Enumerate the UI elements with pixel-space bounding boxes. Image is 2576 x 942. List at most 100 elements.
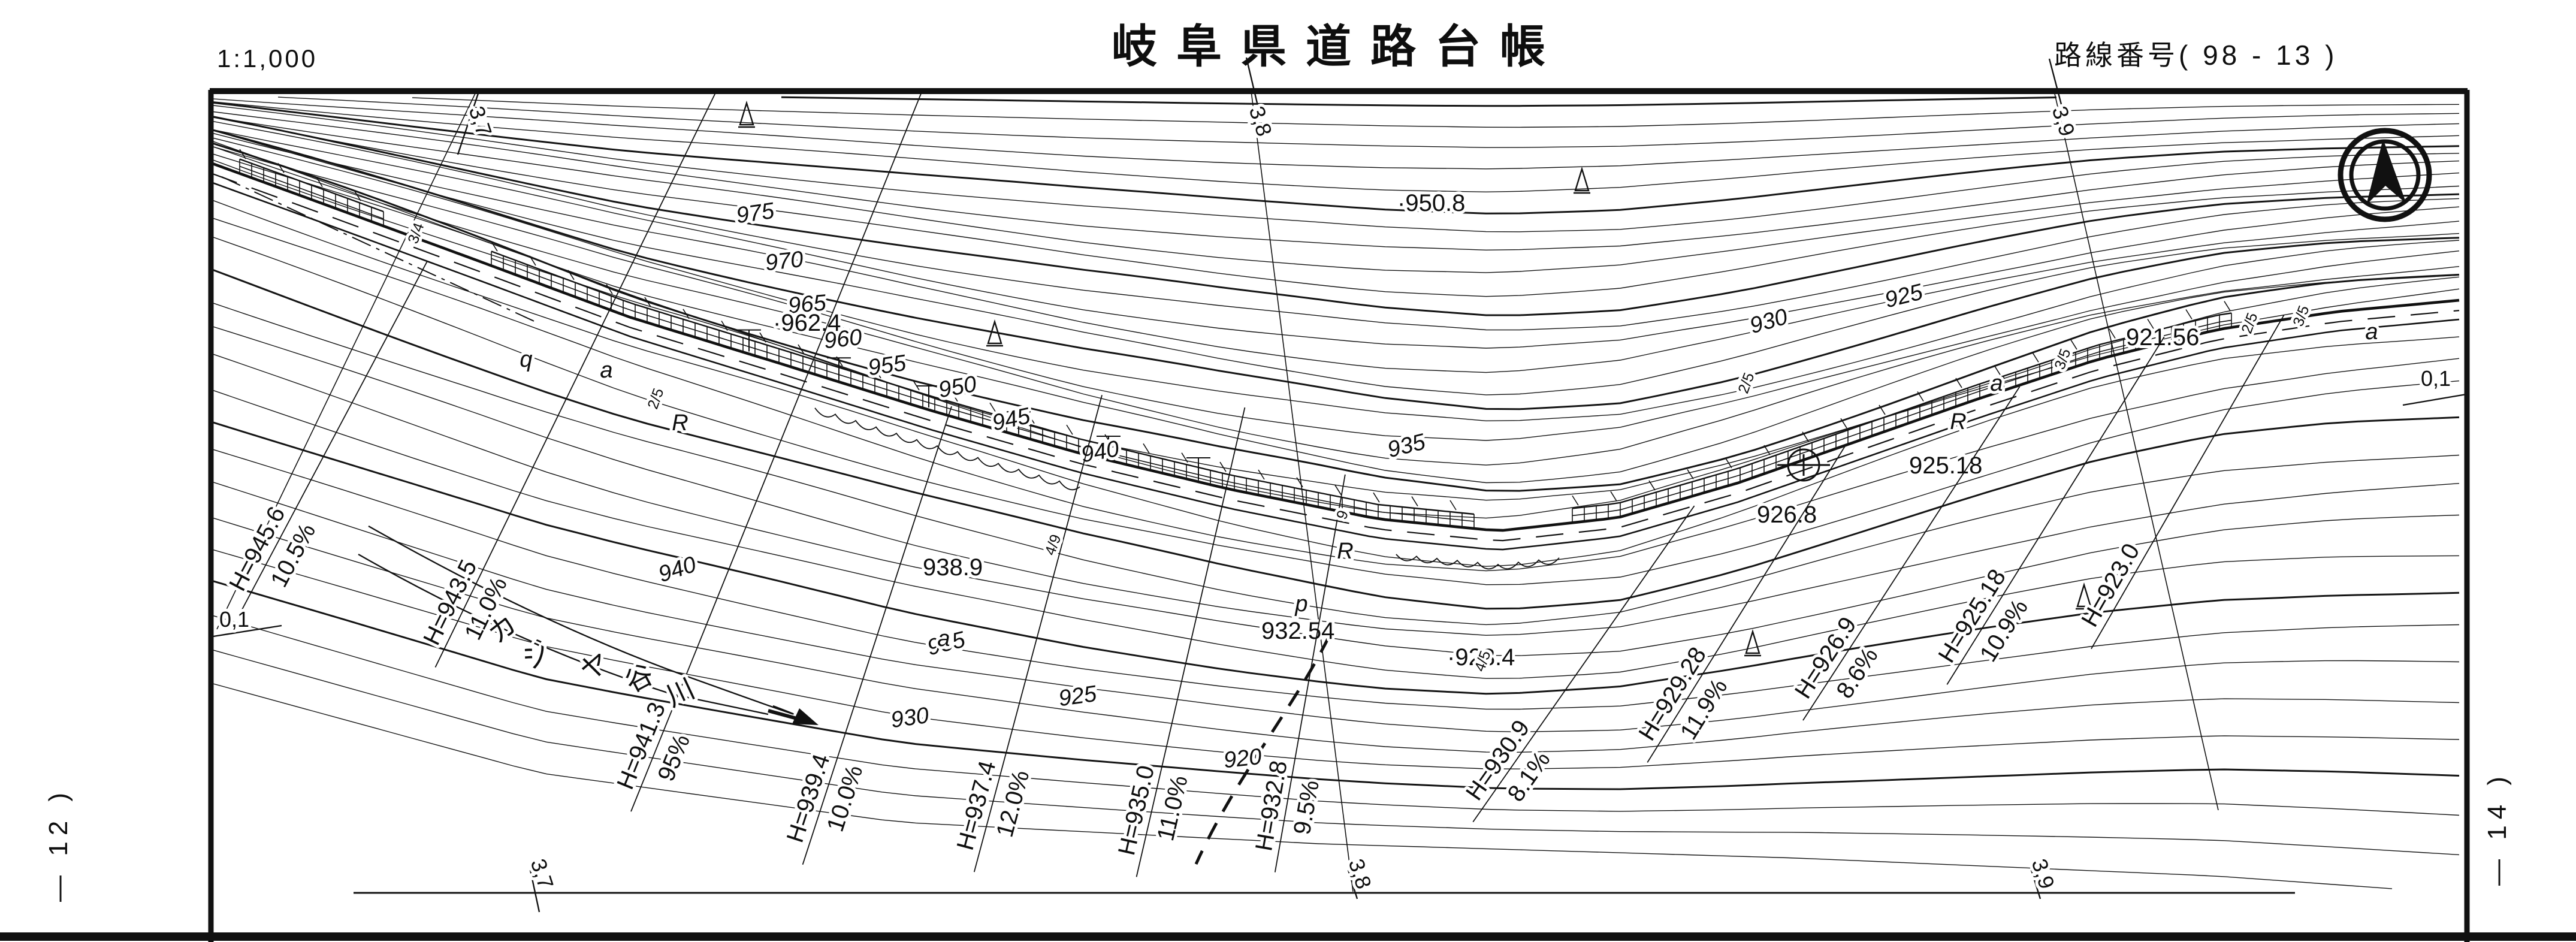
- slope-hachure: [682, 309, 690, 319]
- contour-elevation-label: 930: [1747, 304, 1790, 339]
- slope-hachure: [1687, 469, 1694, 479]
- slope-hachure: [1028, 413, 1035, 424]
- slope-hachure: [491, 241, 498, 252]
- pole-icon: [1574, 166, 1590, 192]
- contour-line: [210, 129, 2460, 395]
- contour-line: [210, 579, 2460, 790]
- slope-hachure: [239, 149, 246, 159]
- scallop-line: [1396, 554, 1560, 570]
- slope-hachure: [1181, 452, 1188, 463]
- vegetation-scallops: [814, 407, 1560, 570]
- survey-letter: a: [600, 358, 612, 383]
- river-bank-line: [368, 525, 794, 715]
- contour-line: [210, 217, 2460, 572]
- contour-line: [210, 421, 2460, 695]
- contour-line: [210, 128, 2460, 410]
- contour-line: [210, 101, 2460, 215]
- map-frame: [0, 88, 2576, 942]
- contour-elevation-label: 930: [889, 703, 931, 733]
- station-leader-line: [1136, 407, 1246, 877]
- slope-hachure: [567, 270, 575, 280]
- slope-hachure: [951, 391, 958, 402]
- stake-fraction: 3/5: [2290, 303, 2312, 328]
- grid-tick: [457, 89, 481, 155]
- contour-line: [210, 683, 2393, 889]
- page-title: 岐阜県道路台帳: [1112, 22, 1565, 73]
- slope-hachure: [1143, 443, 1150, 454]
- slope-hachure: [1802, 431, 1809, 442]
- spot-elevation-label: ·950.8: [1397, 190, 1465, 216]
- spot-elevation-label: 932.54: [1261, 618, 1334, 644]
- road-edge-lower: [210, 181, 2460, 551]
- drainage-dashed-line: [1194, 635, 1331, 865]
- slope-hachure: [1219, 461, 1227, 472]
- contour-line: [210, 115, 2460, 316]
- grid-line: [2053, 90, 2219, 811]
- road-edge-upper: [210, 161, 2460, 532]
- contour-line: [210, 481, 2460, 733]
- grid-label-top: 3,8: [1245, 103, 1277, 139]
- spot-elevation-label: 926.8: [1757, 502, 1817, 528]
- grid-label-bottom: 3,9: [2027, 856, 2059, 892]
- grid-tick: [1347, 869, 1358, 899]
- station-leader-line: [630, 92, 922, 812]
- slope-hachure: [1296, 477, 1303, 488]
- slope-hachure: [874, 368, 881, 379]
- contour-line: [210, 146, 2460, 441]
- survey-letter: R: [1337, 539, 1353, 564]
- contour-line: [412, 97, 2460, 128]
- station-label: H=926.98.6%: [1787, 386, 2021, 721]
- wall-outer-line: [239, 158, 384, 213]
- contour-line: [210, 517, 2460, 753]
- survey-letter: a: [937, 626, 950, 651]
- slope-hachure: [1610, 491, 1617, 502]
- slope-hachure: [1763, 445, 1771, 455]
- station-elevation-text: H=923.0: [2076, 539, 2145, 632]
- station-leader-line: [1647, 445, 1846, 763]
- slope-hachure: [1411, 496, 1418, 507]
- contour-elevation-label: 940: [656, 552, 699, 588]
- wall-outer-line: [1572, 312, 2232, 509]
- contour-elevation-label: 955: [866, 351, 908, 381]
- contour-line: [210, 236, 2460, 585]
- grid-mark-underline: [2402, 393, 2467, 406]
- contour-line: [210, 132, 2460, 373]
- contour-line: [210, 141, 2460, 492]
- contour-line: [210, 353, 2460, 656]
- contour-line: [210, 116, 2460, 297]
- survey-grid-lines: [216, 57, 2219, 913]
- station-grade-text: 95%: [653, 730, 695, 785]
- slope-hachure: [1725, 458, 1732, 469]
- station-grade-text: 9.5%: [1289, 778, 1324, 837]
- slope-hachure: [316, 177, 323, 188]
- contour-line: [210, 116, 2460, 273]
- slope-hachure: [1955, 378, 1962, 388]
- contour-line: [210, 137, 2460, 422]
- contour-line: [210, 301, 2460, 626]
- slope-hachure: [1373, 492, 1380, 503]
- contour-line: [210, 448, 2460, 710]
- station-elevation-text: H=932.8: [1251, 759, 1292, 853]
- benchmark-symbol: [1777, 448, 1830, 482]
- grid-tick: [529, 869, 540, 913]
- spot-elevation-label: ·962.4: [773, 310, 841, 336]
- slope-hachure: [1334, 485, 1342, 496]
- slope-hachure: [1917, 391, 1924, 401]
- slope-hachure: [2070, 339, 2077, 350]
- scallop-line: [814, 407, 1080, 491]
- spot-elevation-label: 921.56: [2126, 324, 2199, 351]
- north-arrow-icon: [2338, 128, 2432, 222]
- contour-elevation-label: 935: [1385, 429, 1429, 463]
- adjacent-sheet-right: — 14 ): [2483, 771, 2512, 886]
- grid-label-left: 0,1: [219, 607, 249, 632]
- wall-mid-line: [1572, 319, 2232, 517]
- slope-hachure: [2109, 328, 2116, 339]
- grid-label-right: 0,1: [2421, 366, 2451, 391]
- north-arrow-outer-ring: [2338, 128, 2432, 222]
- grid-tick: [2030, 869, 2042, 899]
- pole-symbols: [738, 100, 2092, 657]
